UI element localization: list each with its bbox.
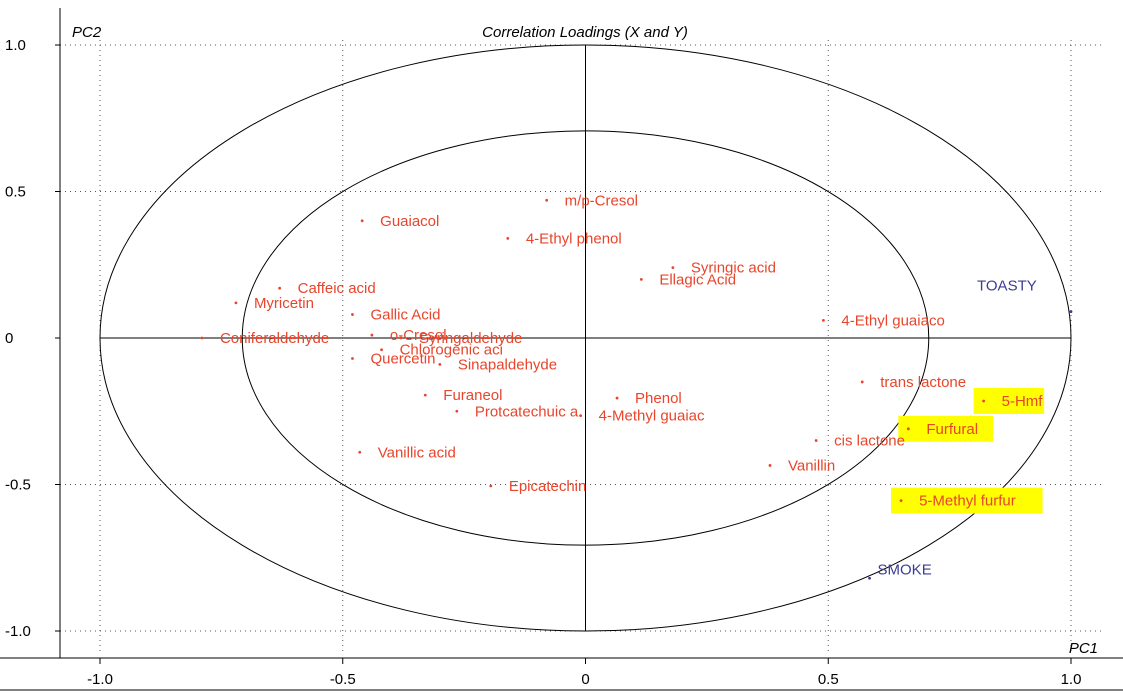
point-furfural [906,427,910,431]
label-quercetin: Quercetin [370,351,435,368]
point-ellagic-acid [639,278,643,281]
point-chlorogenic-aci [380,348,383,352]
plot-frame [0,8,1123,691]
point-caffeic-acid [278,286,282,290]
point-m-p-cresol [545,198,549,202]
point-furaneol [423,393,427,397]
point-cis-lactone [814,439,818,442]
label-cis-lactone: cis lactone [834,433,905,450]
y-tick-label: 0 [5,330,13,347]
label-5-methyl-furfur: 5-Methyl furfur [919,493,1016,510]
label-caffeic-acid: Caffeic acid [298,280,376,297]
y-tick-label: -1.0 [5,623,31,640]
label-vanillic-acid: Vanillic acid [378,444,456,461]
highlight-box-furfural [898,415,994,442]
point-4-methyl-guaiac [579,414,583,418]
y-tick-label: 1.0 [5,37,26,54]
label-guaiacol: Guaiacol [380,213,439,230]
point-4-ethyl-phenol [506,236,510,240]
label-myricetin: Myricetin [254,295,314,312]
x-tick-label: 0.5 [818,671,839,688]
point-protcatechuic-a [455,409,459,413]
point-guaiacol [360,219,364,223]
chart-title: Correlation Loadings (X and Y) [482,24,688,41]
point-myricetin [234,301,238,305]
y-tick-label: 0.5 [5,184,26,201]
point-phenol [615,396,619,400]
label-vanillin: Vanillin [788,457,835,474]
highlight-boxes [891,387,1045,514]
x-tick-label: -1.0 [87,671,113,688]
point-syringaldehyde [399,336,403,340]
label-4-ethyl-phenol: 4-Ethyl phenol [526,230,622,247]
label-furfural: Furfural [926,421,978,438]
point-o-cresol [370,333,374,337]
label-4-methyl-guaiac: 4-Methyl guaiac [599,408,705,425]
point-smoke [868,576,871,580]
label-trans-lactone: trans lactone [880,374,966,391]
point-vanillin [768,464,772,467]
label-smoke: SMOKE [878,561,932,578]
label-sinapaldehyde: Sinapaldehyde [458,356,557,373]
y-axis-label: PC2 [72,24,102,41]
axes [100,45,1071,631]
label-5-hmf: 5-Hmf [1002,393,1044,410]
point-sinapaldehyde [438,362,442,366]
point-toasty [1069,310,1073,314]
label-coniferaldehyde: Coniferaldehyde [220,330,329,347]
label-protcatechuic-a: Protcatechuic a [475,403,579,420]
label-epicatechin: Epicatechin [509,478,587,495]
point-syringic-acid [671,266,675,270]
x-tick-label: -0.5 [330,671,356,688]
label-syringic-acid: Syringic acid [691,260,776,277]
point-quercetin [351,357,354,360]
y-tick-label: -0.5 [5,477,31,494]
label-chlorogenic-aci: Chlorogenic aci [400,342,503,359]
label-gallic-acid: Gallic Acid [370,307,440,324]
point-4-ethyl-guaiaco [821,319,825,322]
x-axis-label: PC1 [1069,640,1098,657]
point-trans-lactone [860,380,864,384]
x-tick-label: 1.0 [1061,671,1082,688]
label-o-cresol: o-Cresol [390,327,447,344]
label-4-ethyl-guaiaco: 4-Ethyl guaiaco [841,312,944,329]
label-syringaldehyde: Syringaldehyde [419,330,522,347]
label-phenol: Phenol [635,390,682,407]
point-coniferaldehyde [200,336,204,340]
point-labels: m/p-Cresol Guaiacol 4-Ethyl phenol Syringic… [220,192,1043,578]
label-m-p-cresol: m/p-Cresol [565,192,638,209]
point-vanillic-acid [358,450,362,454]
point-5-hmf [982,399,986,403]
data-points [200,198,1073,580]
point-gallic-acid [351,313,354,316]
highlight-box-5-hmf [973,387,1045,414]
label-ellagic-acid: Ellagic Acid [659,271,736,288]
label-furaneol: Furaneol [443,387,502,404]
tick-labels: 1.0 0.5 0 -0.5 -1.0 -1.0 -0.5 0 0.5 1.0 [5,37,1081,688]
highlight-box-5-methyl-furfur [891,487,1043,514]
grid-lines [60,40,1105,655]
point-epicatechin [489,484,493,488]
label-toasty: TOASTY [977,278,1037,295]
x-tick-label: 0 [581,671,589,688]
point-5-methyl-furfur [899,499,903,503]
